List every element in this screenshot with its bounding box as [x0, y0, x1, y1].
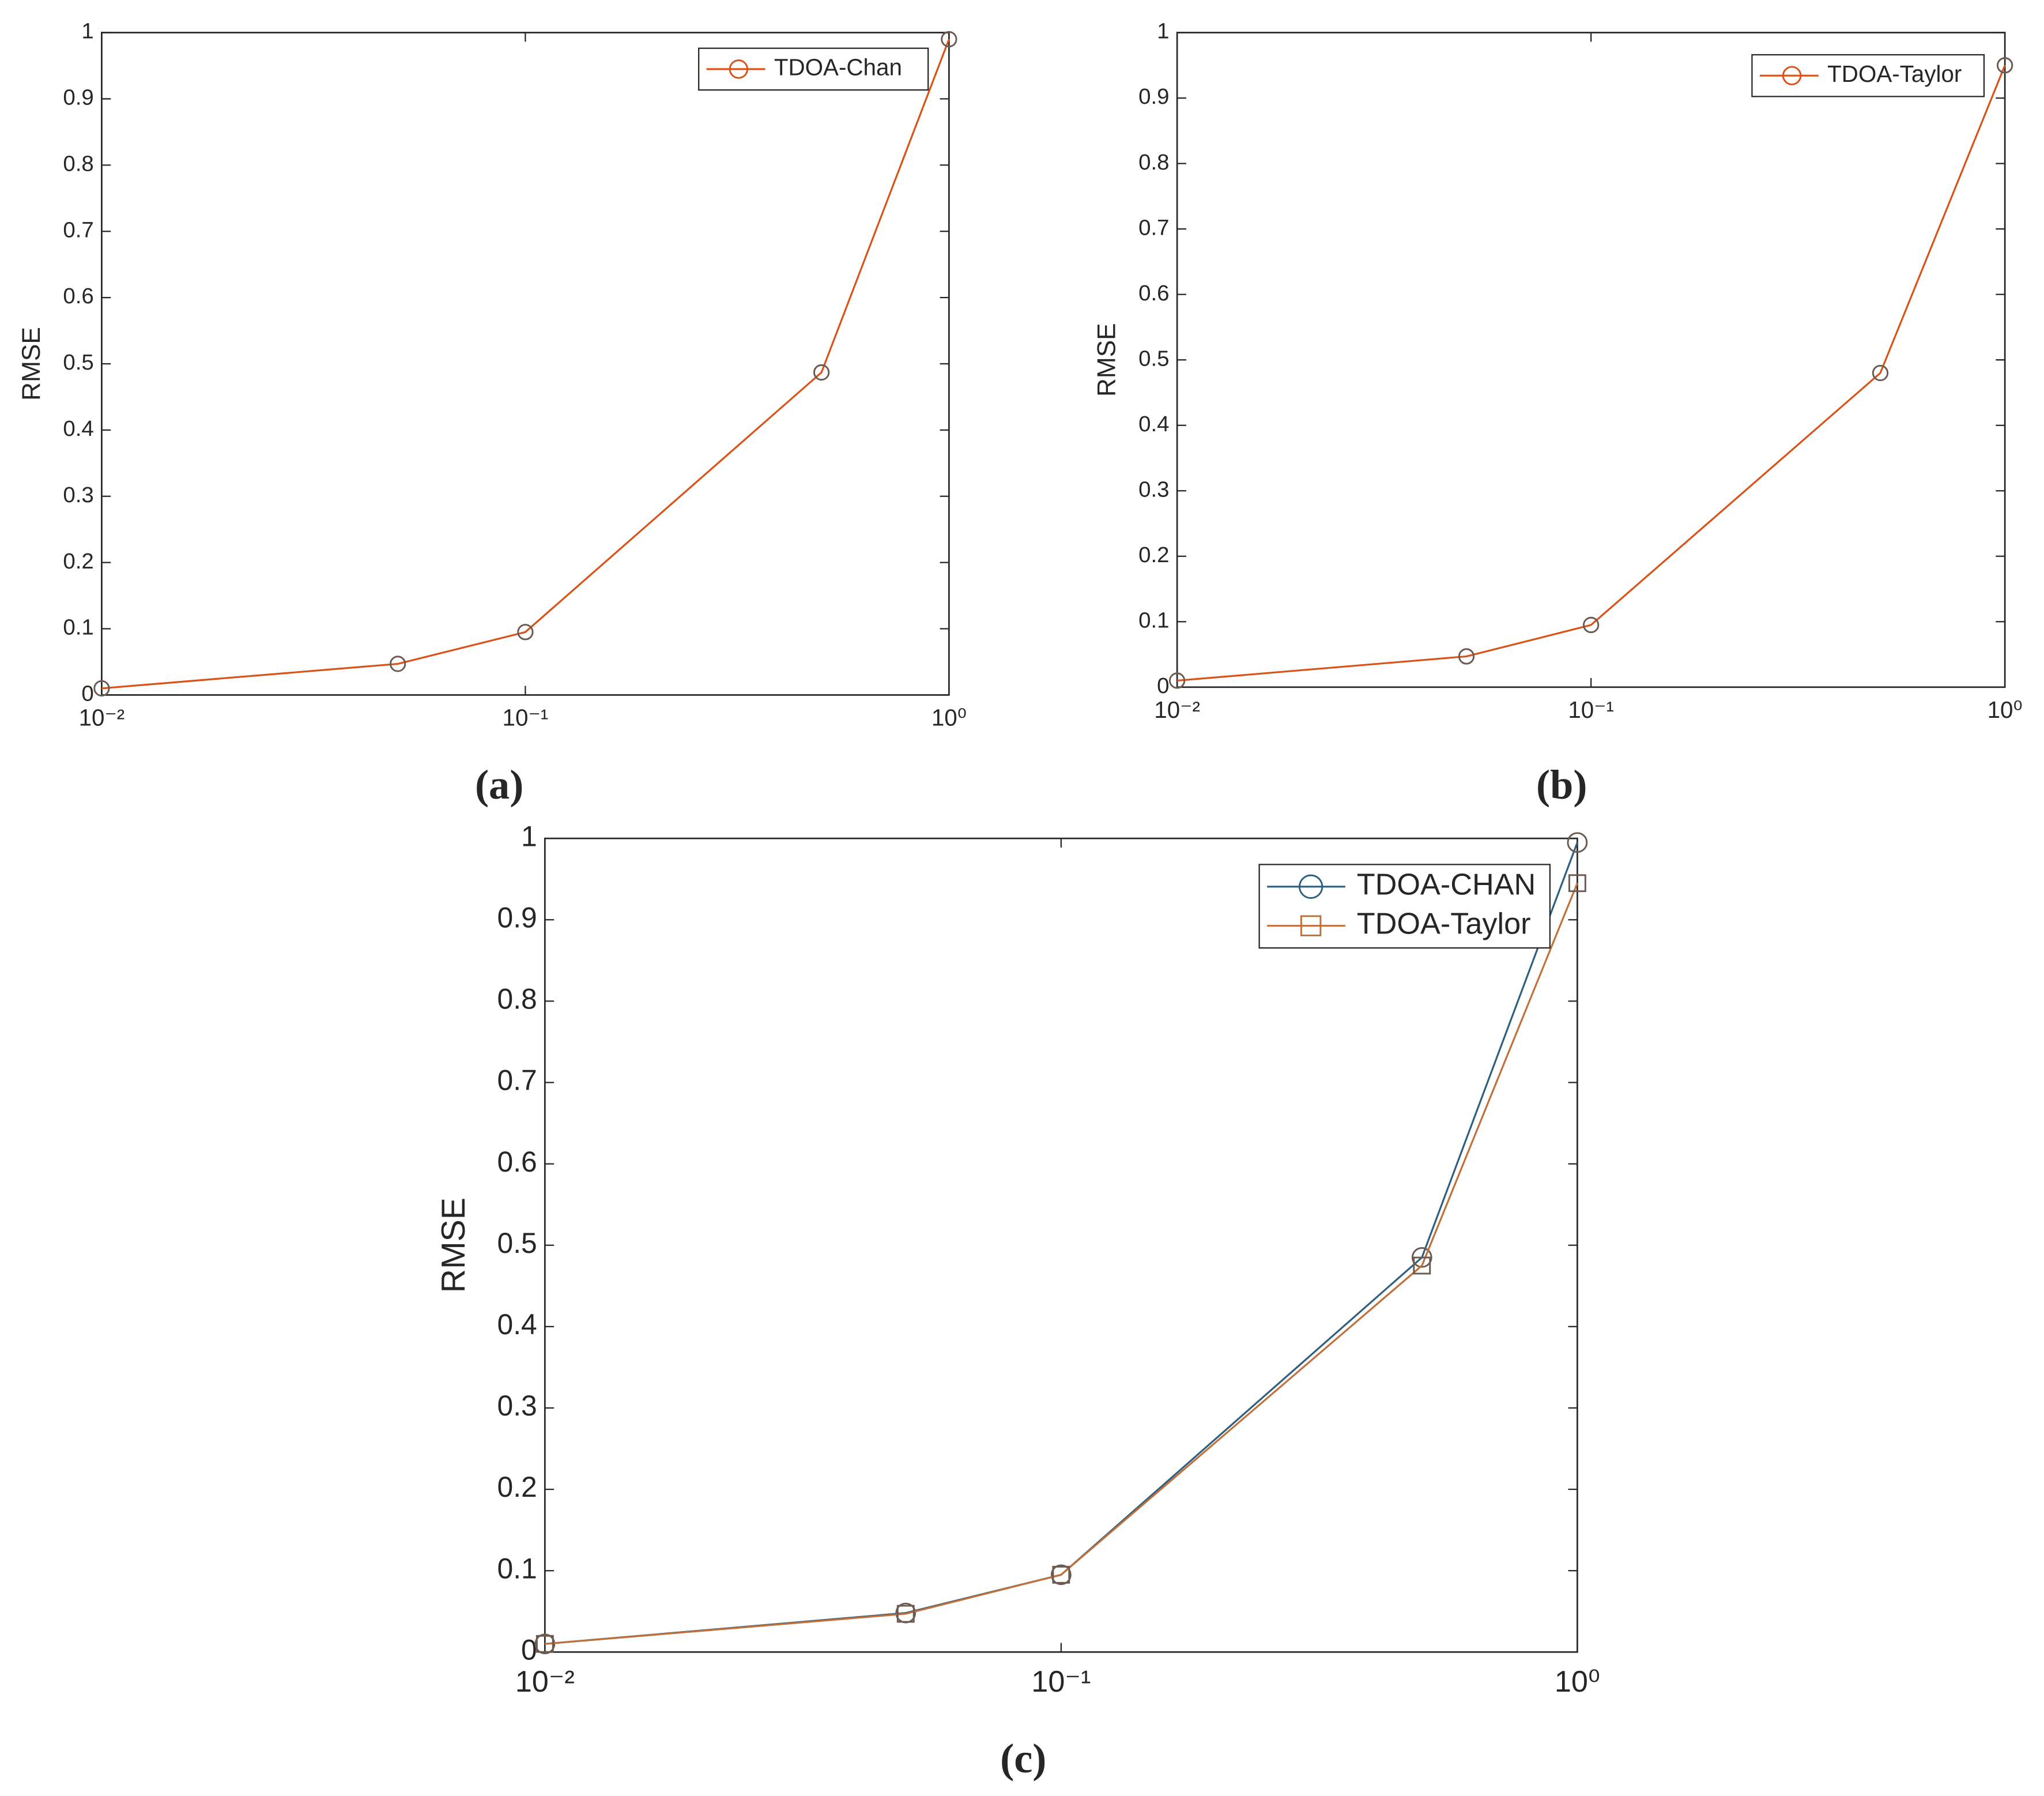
y-tick-label: 0.5 [1138, 346, 1169, 371]
x-tick-label: 10⁻¹ [1031, 1665, 1091, 1699]
y-tick-label: 0.6 [1138, 281, 1169, 306]
x-tick-label: 10⁰ [1988, 696, 2023, 723]
x-tick-label: 10⁻² [515, 1665, 575, 1699]
marker [1411, 1247, 1432, 1268]
marker [517, 624, 534, 641]
y-tick-label: 0.7 [497, 1064, 537, 1097]
series-line [1176, 65, 2006, 682]
legend-label: TDOA-Taylor [1357, 907, 1531, 940]
marker [813, 364, 830, 381]
legend-marker [1298, 874, 1323, 899]
y-tick-label: 0.3 [63, 483, 93, 507]
marker [1567, 832, 1588, 853]
y-tick-label: 0.3 [497, 1390, 537, 1422]
y-tick-label: 0.9 [63, 85, 93, 110]
marker [1872, 364, 1889, 382]
y-tick-label: 0.5 [497, 1227, 537, 1259]
y-tick-label: 0 [81, 681, 93, 706]
y-tick-label: 0.6 [63, 284, 93, 308]
y-tick-label: 0.2 [1138, 543, 1169, 567]
marker [896, 1605, 915, 1623]
x-tick-label: 10⁻² [79, 704, 125, 731]
marker [93, 680, 110, 697]
y-tick-label: 1 [1157, 19, 1169, 44]
marker [1582, 616, 1600, 634]
marker [1168, 672, 1186, 689]
legend-marker [1782, 66, 1802, 85]
y-tick-label: 0.8 [63, 151, 93, 176]
y-axis-label: RMSE [17, 327, 46, 401]
marker [389, 656, 406, 672]
series-line [545, 883, 1578, 1645]
y-axis-label: RMSE [435, 1198, 472, 1293]
y-tick-label: 1 [521, 820, 537, 852]
y-tick-label: 0.5 [63, 350, 93, 375]
y-tick-label: 0.4 [497, 1308, 537, 1341]
x-tick-label: 10⁻² [1154, 696, 1200, 723]
legend-label: TDOA-Taylor [1827, 61, 1962, 87]
y-tick-label: 0.9 [1138, 84, 1169, 109]
y-tick-label: 0.7 [63, 217, 93, 242]
marker [1996, 57, 2013, 74]
y-tick-label: 0.1 [497, 1552, 537, 1584]
y-tick-label: 0.9 [497, 901, 537, 933]
panel-label: (a) [475, 762, 523, 808]
legend-label: TDOA-CHAN [1357, 868, 1536, 902]
plot-area [1176, 32, 2006, 688]
x-tick-label: 10⁻¹ [503, 704, 549, 731]
y-tick-label: 0 [1157, 673, 1169, 698]
legend-marker [729, 59, 749, 79]
series-line [101, 39, 950, 690]
legend-label: TDOA-Chan [774, 54, 902, 81]
marker [1413, 1256, 1431, 1275]
panel-label: (c) [1000, 1735, 1046, 1782]
plot-area [101, 32, 950, 696]
legend-box [1258, 864, 1551, 949]
y-tick-label: 0.3 [1138, 477, 1169, 502]
plot-area [544, 837, 1578, 1653]
y-tick-label: 0.2 [63, 549, 93, 574]
y-tick-label: 0.1 [1138, 608, 1169, 632]
panel-label: (b) [1536, 762, 1587, 808]
marker [1568, 874, 1586, 893]
y-tick-label: 0.8 [497, 983, 537, 1015]
legend-marker [1300, 915, 1322, 936]
y-tick-label: 0.6 [497, 1146, 537, 1178]
y-tick-label: 1 [81, 19, 93, 44]
y-tick-label: 0.1 [63, 615, 93, 640]
y-tick-label: 0.7 [1138, 215, 1169, 240]
y-tick-label: 0.4 [63, 416, 93, 441]
y-tick-label: 0 [521, 1633, 537, 1666]
x-tick-label: 10⁰ [1555, 1665, 1600, 1699]
marker [1052, 1565, 1070, 1584]
y-tick-label: 0.2 [497, 1471, 537, 1503]
x-tick-label: 10⁻¹ [1568, 696, 1614, 723]
y-tick-label: 0.4 [1138, 412, 1169, 436]
x-tick-label: 10⁰ [932, 704, 967, 731]
y-tick-label: 0.8 [1138, 150, 1169, 175]
marker [535, 1635, 554, 1653]
marker [1050, 1564, 1072, 1586]
marker [941, 31, 957, 48]
y-axis-label: RMSE [1093, 323, 1121, 397]
marker [1458, 648, 1475, 665]
